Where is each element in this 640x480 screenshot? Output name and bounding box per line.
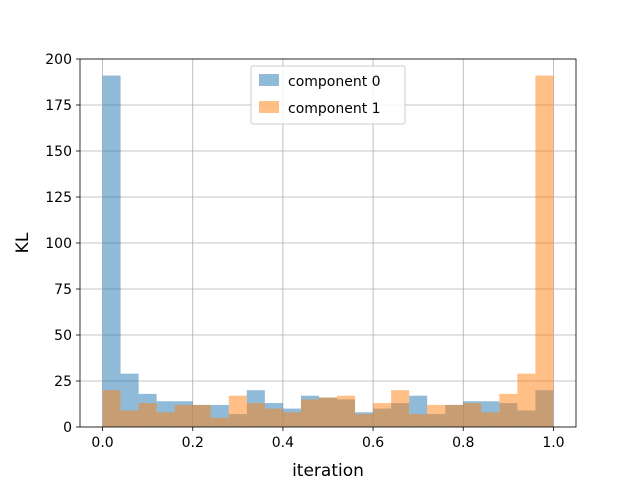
x-tick-label: 0.6 (362, 435, 384, 451)
bar-component-1 (210, 417, 229, 427)
bar-component-1 (355, 414, 374, 427)
bar-component-1 (138, 403, 157, 427)
bar-component-1 (264, 408, 283, 427)
y-tick-label: 125 (45, 190, 72, 206)
legend-swatch-component-0 (259, 74, 279, 86)
bar-component-0 (102, 75, 121, 427)
axis-ticks: 0.0 0.2 0.4 0.6 0.8 1.0 0 25 50 75 100 125 150 175 200 (45, 52, 564, 451)
bar-component-1 (174, 404, 193, 427)
bar-component-1 (535, 75, 554, 427)
y-tick-label: 100 (45, 236, 72, 252)
x-tick-label: 0.2 (182, 435, 204, 451)
bar-component-1 (192, 404, 211, 427)
bar-component-1 (337, 395, 356, 427)
x-axis-label: iteration (292, 461, 364, 480)
bar-component-1 (300, 399, 319, 427)
x-tick-label: 1.0 (542, 435, 564, 451)
y-tick-label: 0 (63, 420, 72, 436)
y-tick-label: 150 (45, 144, 72, 160)
bar-component-1 (463, 403, 482, 427)
bar-component-1 (246, 403, 265, 427)
bars (102, 75, 554, 427)
bar-component-1 (481, 412, 500, 427)
bar-component-1 (120, 410, 139, 427)
bar-component-1 (517, 373, 536, 427)
bar-component-1 (409, 414, 428, 427)
y-tick-label: 75 (54, 282, 72, 298)
bar-component-1 (391, 390, 410, 427)
x-tick-label: 0.4 (272, 435, 294, 451)
y-tick-label: 175 (45, 98, 72, 114)
legend-label-component-1: component 1 (288, 101, 381, 117)
bar-component-1 (445, 404, 464, 427)
bar-component-1 (318, 397, 338, 427)
bar-component-1 (282, 412, 301, 427)
bar-component-1 (373, 403, 392, 427)
bar-component-1 (102, 390, 121, 427)
legend-swatch-component-1 (259, 101, 279, 113)
y-tick-label: 50 (54, 328, 72, 344)
bar-component-1 (427, 404, 446, 427)
y-axis-label: KL (13, 232, 33, 253)
legend-box (250, 65, 406, 125)
y-tick-label: 200 (45, 52, 72, 68)
bar-component-1 (499, 393, 518, 427)
y-tick-label: 25 (54, 374, 72, 390)
legend-label-component-0: component 0 (288, 74, 381, 90)
x-tick-label: 0.8 (452, 435, 474, 451)
bar-component-1 (156, 412, 175, 427)
legend: component 0 component 1 (250, 65, 406, 125)
x-tick-label: 0.0 (91, 435, 113, 451)
bar-component-1 (228, 395, 247, 427)
